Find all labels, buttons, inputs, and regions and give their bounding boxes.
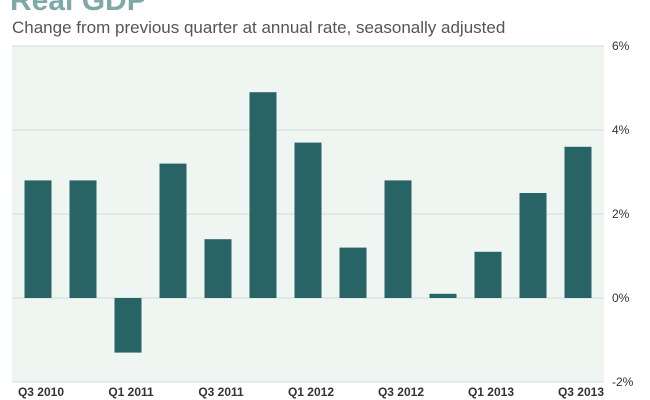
y-tick-label: 2%	[612, 207, 630, 221]
bar-q1-2013	[474, 251, 502, 298]
bar-q4-2012	[429, 293, 457, 298]
bar-q4-2011	[249, 92, 277, 298]
bar-q1-2012	[294, 142, 322, 298]
bar-q2-2013	[519, 193, 547, 298]
x-tick-label: Q1 2013	[468, 385, 514, 399]
x-tick-label: Q3 2012	[378, 385, 424, 399]
bar-q2-2011	[159, 163, 187, 298]
bar-q1-2011	[114, 298, 142, 353]
y-tick-label: -2%	[612, 375, 634, 389]
y-tick-label: 6%	[612, 39, 630, 53]
y-tick-label: 4%	[612, 123, 630, 137]
x-tick-label: Q1 2012	[288, 385, 334, 399]
chart-title: Real GDP	[10, 0, 147, 17]
bar-q3-2012	[384, 180, 412, 298]
bar-q3-2013	[564, 146, 592, 298]
x-tick-label: Q3 2010	[18, 385, 64, 399]
bar-q4-2010	[69, 180, 97, 298]
x-tick-label: Q1 2011	[108, 385, 154, 399]
bar-q3-2011	[204, 239, 232, 298]
chart-subtitle: Change from previous quarter at annual r…	[12, 18, 506, 37]
x-tick-label: Q3 2011	[198, 385, 244, 399]
x-tick-label: Q3 2013	[558, 385, 604, 399]
bar-q2-2012	[339, 247, 367, 298]
y-tick-label: 0%	[612, 291, 630, 305]
bar-q3-2010	[24, 180, 52, 298]
